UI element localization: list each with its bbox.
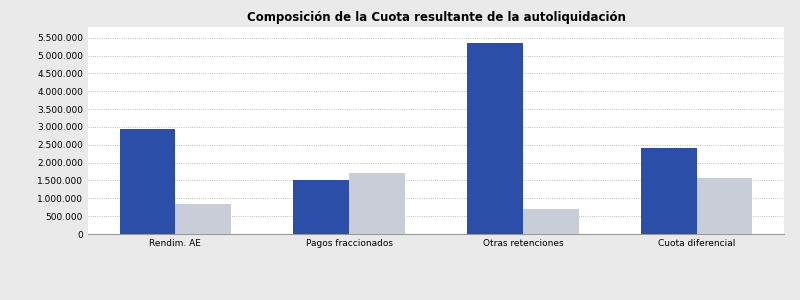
Bar — [294, 181, 349, 234]
Bar — [120, 129, 175, 234]
Bar — [467, 43, 523, 234]
Bar — [175, 204, 231, 234]
Bar — [349, 172, 405, 234]
Bar — [523, 209, 578, 234]
Bar — [697, 178, 752, 234]
Title: Composición de la Cuota resultante de la autoliquidación: Composición de la Cuota resultante de la… — [246, 11, 626, 24]
Legend: Sin asalariados, Con asalariados: Sin asalariados, Con asalariados — [330, 297, 542, 300]
Bar — [641, 148, 697, 234]
